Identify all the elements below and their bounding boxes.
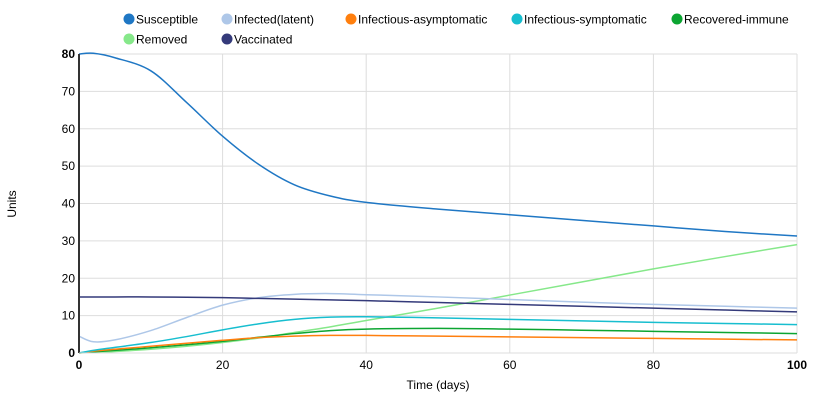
legend-item[interactable]: Removed <box>123 33 188 47</box>
legend-label: Vaccinated <box>234 33 292 47</box>
legend-swatch-icon <box>221 13 233 25</box>
legend: Susceptible Infected(latent) Infectious-as… <box>123 13 790 47</box>
y-tick-label: 80 <box>62 47 76 61</box>
legend-swatch-icon <box>511 13 523 25</box>
x-tick-label: 40 <box>360 358 374 372</box>
legend-swatch-icon <box>123 33 135 45</box>
legend-swatch-icon <box>345 13 357 25</box>
y-tick-label: 40 <box>62 197 76 211</box>
x-axis-label: Time (days) <box>407 378 470 392</box>
legend-label: Susceptible <box>136 13 198 27</box>
legend-item[interactable]: Recovered-immune <box>671 13 790 27</box>
legend-item[interactable]: Susceptible <box>123 13 199 27</box>
series-line-infected-latent <box>78 292 798 343</box>
y-tick-label: 20 <box>62 271 76 285</box>
legend-swatch-icon <box>671 13 683 25</box>
series-line-vaccinated <box>79 296 798 313</box>
series-line-infectious-symptomatic <box>78 315 798 354</box>
y-tick-label: 30 <box>62 234 76 248</box>
series-lines <box>78 52 798 354</box>
y-tick-label: 50 <box>62 159 76 173</box>
legend-swatch-icon <box>123 13 135 25</box>
axes: 0 10 20 30 40 50 60 70 80 0 20 40 60 80 100 <box>62 47 808 372</box>
y-tick-label: 60 <box>62 122 76 136</box>
legend-label: Infected(latent) <box>234 13 314 27</box>
series-line-infectious-asymptomatic <box>78 334 798 354</box>
legend-label: Recovered-immune <box>684 13 789 27</box>
grid <box>78 53 798 354</box>
series-line-susceptible <box>78 52 798 237</box>
y-tick-label: 0 <box>68 346 75 360</box>
x-tick-label: 80 <box>647 358 661 372</box>
x-tick-label: 100 <box>787 358 807 372</box>
y-tick-label: 10 <box>62 309 76 323</box>
legend-label: Infectious-symptomatic <box>524 13 647 27</box>
legend-label: Infectious-asymptomatic <box>358 13 487 27</box>
y-axis-label: Units <box>5 190 19 217</box>
legend-label: Removed <box>136 33 187 47</box>
legend-item[interactable]: Infected(latent) <box>221 13 315 27</box>
series-line-removed <box>78 243 798 354</box>
legend-swatch-icon <box>221 33 233 45</box>
series-line-recovered-immune <box>78 327 798 354</box>
x-tick-label: 60 <box>503 358 517 372</box>
legend-item[interactable]: Infectious-asymptomatic <box>345 13 488 27</box>
x-tick-label: 0 <box>76 358 83 372</box>
legend-item[interactable]: Vaccinated <box>221 33 293 47</box>
y-tick-label: 70 <box>62 84 76 98</box>
legend-item[interactable]: Infectious-symptomatic <box>511 13 647 27</box>
x-tick-label: 20 <box>216 358 230 372</box>
